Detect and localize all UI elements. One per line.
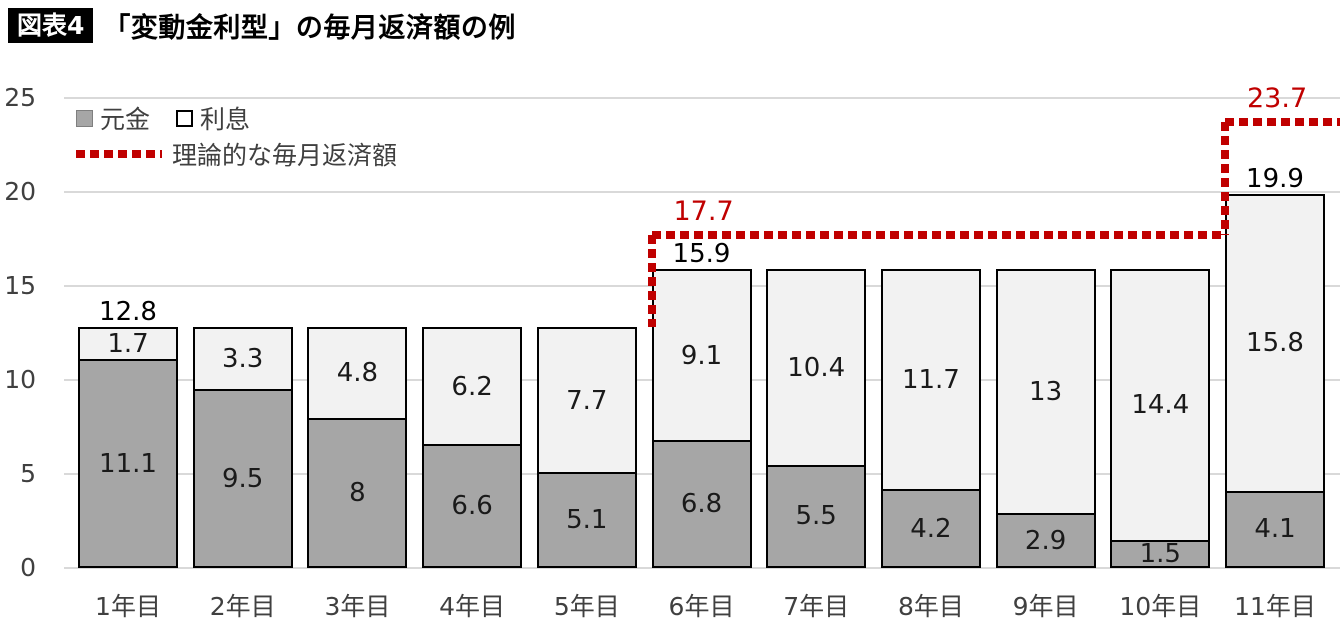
bar-value-label-interest: 11.7	[901, 365, 960, 396]
bar-segment-principal: 2.9	[995, 513, 1096, 568]
bar-value-label-principal: 5.5	[795, 501, 837, 532]
bar-value-label-interest: 6.2	[451, 371, 493, 402]
y-axis-tick-label: 20	[4, 177, 36, 206]
bar-segment-interest: 13	[995, 269, 1096, 514]
theoretical-line-segment	[1221, 122, 1229, 236]
bar-segment-interest: 7.7	[536, 327, 637, 473]
bar-value-label-principal: 6.8	[680, 489, 723, 520]
y-axis-tick-label: 10	[4, 365, 36, 394]
bar-segment-interest: 9.1	[651, 269, 752, 441]
bar-segment-principal: 9.5	[192, 389, 293, 568]
legend-theoretical-line-swatch	[76, 150, 162, 158]
x-axis-tick-label: 5年目	[553, 592, 620, 621]
bar-segment-interest: 14.4	[1110, 269, 1211, 540]
x-axis-tick-label: 8年目	[897, 592, 964, 621]
figure-label: 図表4	[8, 7, 94, 44]
bar-value-label-interest: 4.8	[336, 358, 379, 389]
y-axis-tick-label: 25	[4, 83, 36, 112]
bar-value-label-principal: 2.9	[1024, 525, 1067, 556]
bar-value-label-principal: 1.5	[1139, 538, 1181, 569]
bar-total-label: 19.9	[1246, 163, 1304, 194]
bar-segment-interest: 6.2	[422, 327, 523, 444]
bar-segment-interest: 3.3	[192, 327, 293, 390]
bar-value-label-principal: 4.2	[910, 513, 952, 544]
y-axis-tick-label: 0	[20, 553, 36, 582]
page-title: 「変動金利型」の毎月返済額の例	[103, 13, 516, 44]
bar-segment-interest: 15.8	[1225, 193, 1325, 491]
gridline	[64, 567, 1340, 569]
x-axis-tick-label: 7年目	[783, 592, 850, 621]
x-axis-tick-label: 2年目	[209, 592, 276, 621]
legend-principal-label: 元金	[100, 105, 151, 134]
header: 図表4 「変動金利型」の毎月返済額の例	[8, 6, 516, 45]
legend-interest-label: 利息	[200, 105, 251, 134]
bar-total-label: 12.8	[99, 297, 157, 328]
legend-principal-swatch	[76, 109, 93, 127]
bar-value-label-principal: 4.1	[1254, 514, 1296, 545]
bar-segment-principal: 6.8	[651, 440, 752, 568]
bar-value-label-principal: 9.5	[222, 463, 264, 494]
x-axis-tick-label: 9年目	[1012, 592, 1079, 621]
bar-segment-principal: 8	[307, 417, 408, 568]
theoretical-value-label: 17.7	[673, 196, 734, 228]
y-axis-tick-label: 5	[20, 459, 36, 488]
legend-row-theoretical: 理論的な毎月返済額	[76, 136, 423, 172]
bar-total-label: 15.9	[672, 239, 731, 270]
bar-segment-principal: 1.5	[1110, 538, 1211, 569]
bar-segment-principal: 4.2	[880, 489, 981, 568]
bar-value-label-principal: 5.1	[566, 505, 608, 536]
theoretical-line-segment	[651, 231, 1225, 240]
bar-segment-principal: 6.6	[422, 443, 523, 568]
legend-row-series: 元金 利息	[76, 100, 423, 136]
bar-value-label-interest: 13	[1029, 377, 1063, 408]
bar-value-label-principal: 11.1	[99, 448, 157, 479]
bar-value-label-principal: 8	[349, 477, 366, 508]
gridline	[64, 97, 1340, 99]
legend-interest-swatch	[176, 109, 194, 127]
bar-segment-interest: 4.8	[307, 327, 408, 418]
bar-segment-interest: 11.7	[880, 269, 981, 490]
x-axis-tick-label: 4年目	[439, 592, 506, 621]
bar-value-label-interest: 1.7	[107, 329, 149, 360]
x-axis-tick-label: 1年目	[95, 592, 161, 621]
x-axis-tick-label: 10年目	[1119, 592, 1202, 621]
legend: 元金 利息 理論的な毎月返済額	[76, 100, 423, 172]
x-axis-tick-label: 11年目	[1234, 592, 1316, 621]
bar-segment-principal: 4.1	[1225, 490, 1325, 568]
legend-theoretical-label: 理論的な毎月返済額	[172, 141, 398, 170]
bar-value-label-principal: 6.6	[451, 490, 493, 521]
x-axis-tick-label: 3年目	[324, 592, 391, 621]
bar-value-label-interest: 15.8	[1246, 328, 1304, 359]
bar-value-label-interest: 3.3	[222, 344, 264, 375]
gridline	[64, 191, 1340, 193]
bar-segment-interest: 10.4	[766, 269, 867, 465]
bar-segment-principal: 11.1	[78, 359, 178, 568]
bar-segment-principal: 5.1	[536, 472, 637, 568]
bar-value-label-interest: 14.4	[1131, 390, 1190, 421]
y-axis-tick-label: 15	[4, 271, 36, 300]
x-axis-tick-label: 6年目	[668, 592, 735, 621]
bar-segment-principal: 5.5	[766, 464, 867, 568]
theoretical-line-segment	[1225, 118, 1340, 127]
theoretical-value-label: 23.7	[1247, 83, 1308, 115]
theoretical-line-segment	[647, 235, 656, 328]
bar-value-label-interest: 9.1	[680, 340, 723, 371]
bar-segment-interest: 1.7	[78, 327, 178, 360]
bar-value-label-interest: 10.4	[787, 352, 846, 383]
bar-value-label-interest: 7.7	[566, 385, 608, 416]
